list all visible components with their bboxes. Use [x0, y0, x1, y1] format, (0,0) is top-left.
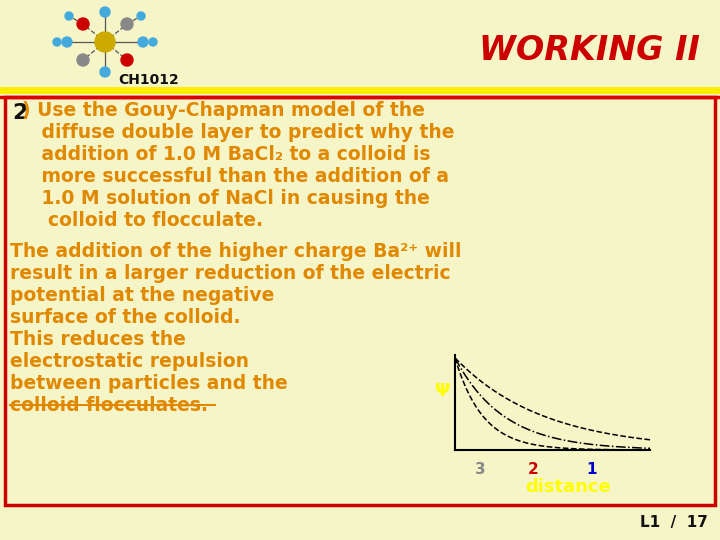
Text: surface of the colloid.: surface of the colloid.: [10, 308, 240, 327]
Text: WORKING II: WORKING II: [479, 33, 700, 66]
Circle shape: [53, 38, 61, 46]
Text: potential at the negative: potential at the negative: [10, 286, 274, 305]
Text: electrostatic repulsion: electrostatic repulsion: [10, 352, 249, 371]
Text: result in a larger reduction of the electric: result in a larger reduction of the elec…: [10, 264, 451, 283]
Text: This reduces the: This reduces the: [10, 330, 186, 349]
Text: addition of 1.0 M BaCl₂ to a colloid is: addition of 1.0 M BaCl₂ to a colloid is: [22, 145, 431, 164]
Text: ) Use the Gouy-Chapman model of the: ) Use the Gouy-Chapman model of the: [22, 101, 425, 120]
Circle shape: [95, 32, 115, 52]
Text: 1: 1: [586, 462, 597, 477]
Circle shape: [137, 12, 145, 20]
Text: L1  /  17: L1 / 17: [640, 515, 708, 530]
Circle shape: [77, 54, 89, 66]
Text: 2: 2: [12, 103, 27, 123]
Text: CH1012: CH1012: [118, 73, 179, 87]
Text: more successful than the addition of a: more successful than the addition of a: [22, 167, 449, 186]
Text: Ψ: Ψ: [436, 382, 451, 400]
Text: 2: 2: [528, 462, 539, 477]
Text: distance: distance: [525, 478, 611, 496]
Circle shape: [138, 37, 148, 47]
Circle shape: [121, 18, 133, 30]
Bar: [5, 97, 715, 505]
Text: between particles and the: between particles and the: [10, 374, 288, 393]
Text: 1.0 M solution of NaCl in causing the: 1.0 M solution of NaCl in causing the: [22, 189, 430, 208]
Text: The addition of the higher charge Ba²⁺ will: The addition of the higher charge Ba²⁺ w…: [10, 242, 462, 261]
Text: diffuse double layer to predict why the: diffuse double layer to predict why the: [22, 123, 454, 142]
Text: 3: 3: [475, 462, 486, 477]
Circle shape: [149, 38, 157, 46]
Circle shape: [77, 18, 89, 30]
Text: colloid to flocculate.: colloid to flocculate.: [22, 211, 263, 230]
Circle shape: [100, 67, 110, 77]
Circle shape: [62, 37, 72, 47]
Circle shape: [121, 54, 133, 66]
Circle shape: [65, 12, 73, 20]
Circle shape: [100, 7, 110, 17]
Text: colloid flocculates.: colloid flocculates.: [10, 396, 208, 415]
